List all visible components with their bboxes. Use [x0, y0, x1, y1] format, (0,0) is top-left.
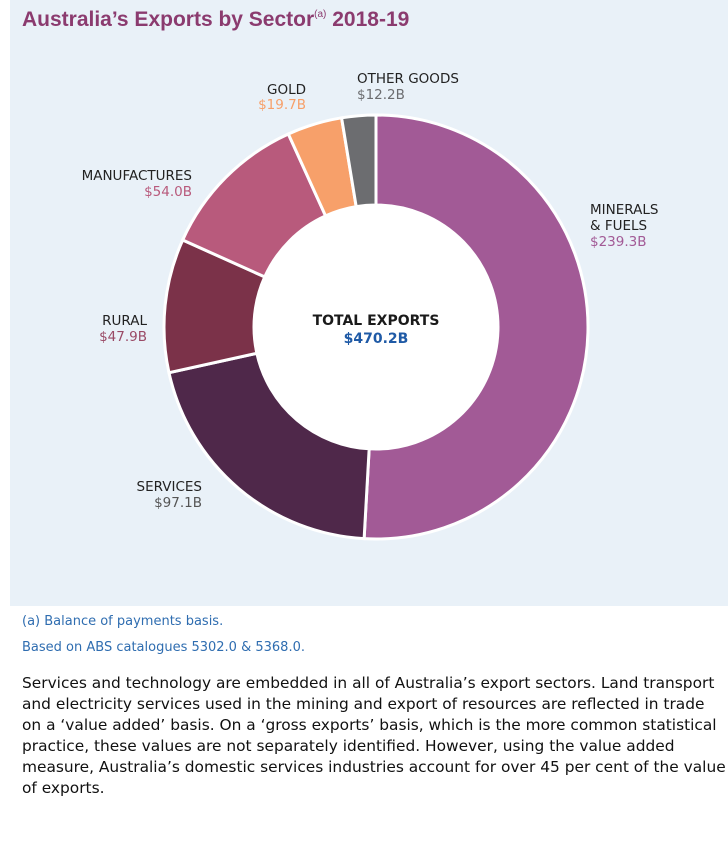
slice-minerals-fuels — [362, 113, 590, 541]
value-other-goods: $12.2B — [357, 87, 405, 103]
label-other-goods: OTHER GOODS — [357, 71, 459, 87]
value-services: $97.1B — [154, 495, 202, 511]
total-exports-value: $470.2B — [343, 331, 409, 347]
label-rural: RURAL — [102, 313, 147, 329]
total-exports-label: TOTAL EXPORTS — [312, 313, 440, 329]
label-minerals-fuels: MINERALS & FUELS — [590, 202, 659, 234]
slice-other-goods — [339, 113, 378, 209]
footnote: (a) Balance of payments basis. — [22, 614, 224, 629]
donut-hole — [255, 206, 497, 448]
label-manufactures: MANUFACTURES — [81, 168, 192, 184]
label-services: SERVICES — [136, 479, 202, 495]
slice-services — [167, 351, 371, 541]
value-minerals-fuels: $239.3B — [590, 234, 647, 250]
value-rural: $47.9B — [99, 329, 147, 345]
donut-chart — [162, 113, 590, 541]
value-gold: $19.7B — [258, 97, 306, 113]
chart-title: Australia’s Exports by Sector(a) 2018-19 — [22, 8, 410, 31]
label-gold: GOLD — [266, 82, 306, 98]
body-paragraph: Services and technology are embedded in … — [22, 674, 726, 797]
value-manufactures: $54.0B — [144, 184, 192, 200]
source-note: Based on ABS catalogues 5302.0 & 5368.0. — [22, 640, 305, 655]
